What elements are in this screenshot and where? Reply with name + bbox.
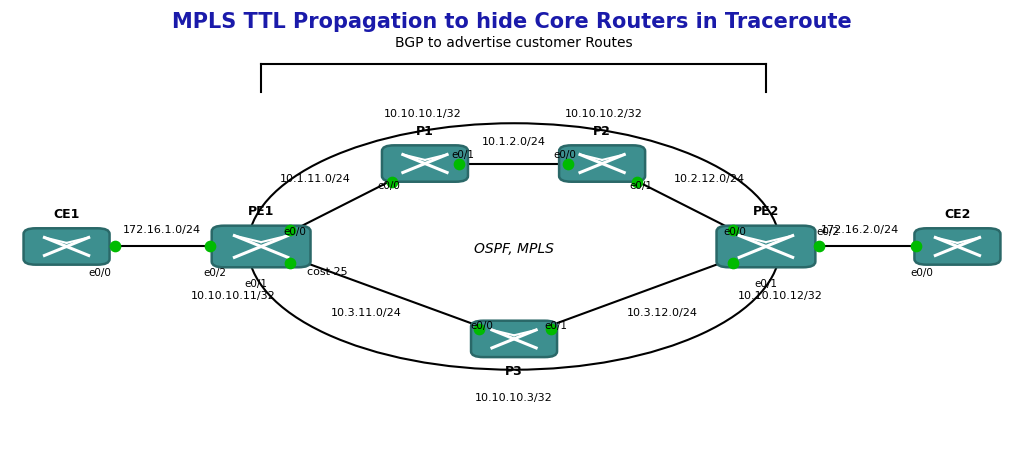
Text: e0/0: e0/0 bbox=[88, 267, 111, 278]
Text: e0/1: e0/1 bbox=[245, 279, 267, 290]
FancyBboxPatch shape bbox=[212, 226, 310, 267]
Text: 10.1.2.0/24: 10.1.2.0/24 bbox=[482, 137, 546, 147]
Text: P1: P1 bbox=[416, 125, 434, 138]
Text: 10.1.11.0/24: 10.1.11.0/24 bbox=[280, 174, 351, 184]
Text: CE2: CE2 bbox=[944, 208, 971, 221]
Text: e0/0: e0/0 bbox=[554, 150, 577, 161]
Text: e0/0: e0/0 bbox=[378, 181, 400, 191]
FancyBboxPatch shape bbox=[717, 226, 815, 267]
Text: PE1: PE1 bbox=[248, 205, 274, 218]
Text: e0/0: e0/0 bbox=[910, 267, 933, 278]
Text: e0/2: e0/2 bbox=[204, 267, 226, 278]
Text: e0/1: e0/1 bbox=[755, 279, 777, 290]
FancyBboxPatch shape bbox=[471, 321, 557, 357]
Text: CE1: CE1 bbox=[53, 208, 80, 221]
Point bbox=[908, 243, 925, 250]
Text: 10.10.10.3/32: 10.10.10.3/32 bbox=[475, 393, 553, 403]
Point bbox=[282, 259, 298, 267]
Text: 10.2.12.0/24: 10.2.12.0/24 bbox=[674, 174, 745, 184]
Point bbox=[451, 160, 467, 167]
FancyBboxPatch shape bbox=[559, 146, 645, 182]
Point bbox=[629, 179, 645, 186]
Text: 172.16.2.0/24: 172.16.2.0/24 bbox=[821, 225, 899, 235]
Point bbox=[725, 226, 741, 234]
Point bbox=[725, 259, 741, 267]
Text: P3: P3 bbox=[505, 365, 523, 378]
Text: e0/1: e0/1 bbox=[452, 150, 474, 161]
Text: e0/2: e0/2 bbox=[816, 227, 839, 237]
Point bbox=[384, 179, 400, 186]
Point bbox=[471, 326, 487, 333]
Text: e0/0: e0/0 bbox=[471, 321, 494, 331]
Point bbox=[811, 243, 827, 250]
Text: 10.10.10.11/32: 10.10.10.11/32 bbox=[191, 291, 275, 301]
Text: MPLS TTL Propagation to hide Core Routers in Traceroute: MPLS TTL Propagation to hide Core Router… bbox=[172, 12, 852, 32]
Text: BGP to advertise customer Routes: BGP to advertise customer Routes bbox=[395, 36, 633, 50]
FancyBboxPatch shape bbox=[24, 228, 110, 264]
Text: 10.10.10.1/32: 10.10.10.1/32 bbox=[384, 109, 462, 119]
Point bbox=[282, 226, 298, 234]
FancyBboxPatch shape bbox=[382, 146, 468, 182]
Text: 172.16.1.0/24: 172.16.1.0/24 bbox=[123, 225, 201, 235]
Point bbox=[543, 326, 559, 333]
Text: 10.10.10.2/32: 10.10.10.2/32 bbox=[565, 109, 643, 119]
Point bbox=[106, 243, 123, 250]
Text: 10.3.11.0/24: 10.3.11.0/24 bbox=[331, 308, 402, 318]
Text: 10.10.10.12/32: 10.10.10.12/32 bbox=[738, 291, 822, 301]
Text: e0/0: e0/0 bbox=[284, 227, 306, 237]
Text: e0/0: e0/0 bbox=[724, 227, 746, 237]
FancyBboxPatch shape bbox=[914, 228, 1000, 264]
Text: 10.3.12.0/24: 10.3.12.0/24 bbox=[627, 308, 698, 318]
Text: cost 25: cost 25 bbox=[307, 266, 348, 277]
Text: PE2: PE2 bbox=[753, 205, 779, 218]
Text: P2: P2 bbox=[593, 125, 611, 138]
Point bbox=[202, 243, 218, 250]
Text: OSPF, MPLS: OSPF, MPLS bbox=[474, 242, 554, 256]
Point bbox=[560, 160, 577, 167]
Text: e0/1: e0/1 bbox=[630, 181, 652, 191]
Text: e0/1: e0/1 bbox=[545, 321, 567, 331]
